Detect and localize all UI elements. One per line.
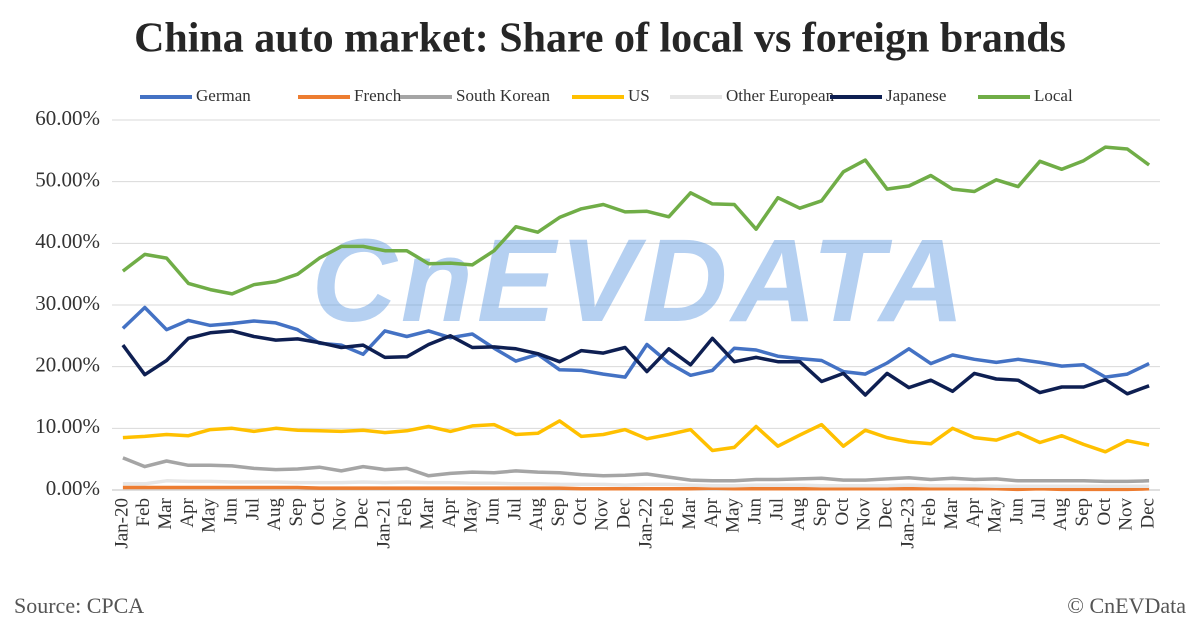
series-line: [121, 145, 1151, 296]
legend-label: US: [628, 86, 650, 105]
x-tick-label: Jul: [242, 498, 263, 520]
legend-label: German: [196, 86, 251, 105]
series-line: [122, 485, 1150, 492]
x-tick-label: Apr: [963, 497, 984, 527]
series-line: [122, 456, 1150, 484]
x-tick-label: May: [461, 498, 482, 533]
x-tick-label: Mar: [679, 497, 700, 529]
x-tick-label: Aug: [264, 498, 285, 531]
x-tick-label: Nov: [592, 498, 613, 531]
x-tick-label: Sep: [548, 498, 569, 527]
y-tick-label: 50.00%: [35, 167, 100, 191]
x-tick-label: May: [199, 498, 220, 533]
x-tick-label: Jun: [744, 498, 765, 525]
x-tick-label: Jan-21: [373, 498, 394, 549]
x-tick-label: Jun: [1006, 498, 1027, 525]
chart-title: China auto market: Share of local vs for…: [134, 16, 1066, 62]
x-tick-label: Sep: [810, 498, 831, 527]
x-tick-label: Dec: [351, 498, 372, 529]
y-tick-label: 10.00%: [35, 414, 100, 438]
x-tick-label: Dec: [1137, 498, 1158, 529]
x-tick-label: Feb: [395, 498, 416, 527]
x-tick-label: Sep: [1072, 498, 1093, 527]
x-tick-label: Oct: [308, 497, 329, 525]
series-line: [121, 329, 1150, 397]
series-line: [122, 419, 1150, 454]
y-tick-label: 30.00%: [35, 291, 100, 315]
x-tick-label: Jul: [1028, 498, 1049, 520]
x-tick-label: Mar: [941, 497, 962, 529]
x-tick-label: Dec: [613, 498, 634, 529]
legend-label: Other European: [726, 86, 835, 105]
x-tick-label: Aug: [526, 498, 547, 531]
x-tick-label: Nov: [330, 498, 351, 531]
x-tick-label: Apr: [177, 497, 198, 527]
x-tick-label: Oct: [1094, 497, 1115, 525]
legend-label: South Korean: [456, 86, 550, 105]
legend-label: Local: [1034, 86, 1073, 105]
x-tick-label: Jan-20: [111, 498, 132, 549]
x-tick-label: Feb: [919, 498, 940, 527]
x-tick-label: Feb: [657, 498, 678, 527]
y-tick-label: 40.00%: [35, 229, 100, 253]
x-tick-label: May: [985, 498, 1006, 533]
x-tick-label: Jan-22: [635, 498, 656, 549]
x-tick-label: Jul: [766, 498, 787, 520]
x-tick-label: Jan-23: [897, 498, 918, 549]
x-tick-label: Aug: [788, 498, 809, 531]
x-tick-label: Oct: [832, 497, 853, 525]
x-tick-label: Aug: [1050, 498, 1071, 531]
x-tick-label: Mar: [417, 497, 438, 529]
x-tick-label: Dec: [875, 498, 896, 529]
y-tick-label: 60.00%: [35, 106, 100, 130]
x-tick-label: Jun: [220, 498, 241, 525]
x-tick-label: May: [723, 498, 744, 533]
series-line: [122, 479, 1150, 489]
x-tick-label: Mar: [155, 497, 176, 529]
x-tick-label: Jul: [504, 498, 525, 520]
x-tick-label: Apr: [439, 497, 460, 527]
x-tick-label: Nov: [1116, 498, 1137, 531]
x-tick-label: Feb: [133, 498, 154, 527]
legend-label: French: [354, 86, 402, 105]
x-tick-label: Nov: [854, 498, 875, 531]
x-tick-label: Jun: [482, 498, 503, 525]
source: Source: CPCA: [14, 593, 144, 618]
y-tick-label: 0.00%: [46, 476, 100, 500]
copyright: © CnEVData: [1067, 593, 1186, 618]
x-tick-label: Sep: [286, 498, 307, 527]
x-tick-label: Oct: [570, 497, 591, 525]
y-tick-label: 20.00%: [35, 352, 100, 376]
legend-label: Japanese: [886, 86, 946, 105]
watermark: CnEVDATA: [312, 215, 969, 347]
x-tick-label: Apr: [701, 497, 722, 527]
